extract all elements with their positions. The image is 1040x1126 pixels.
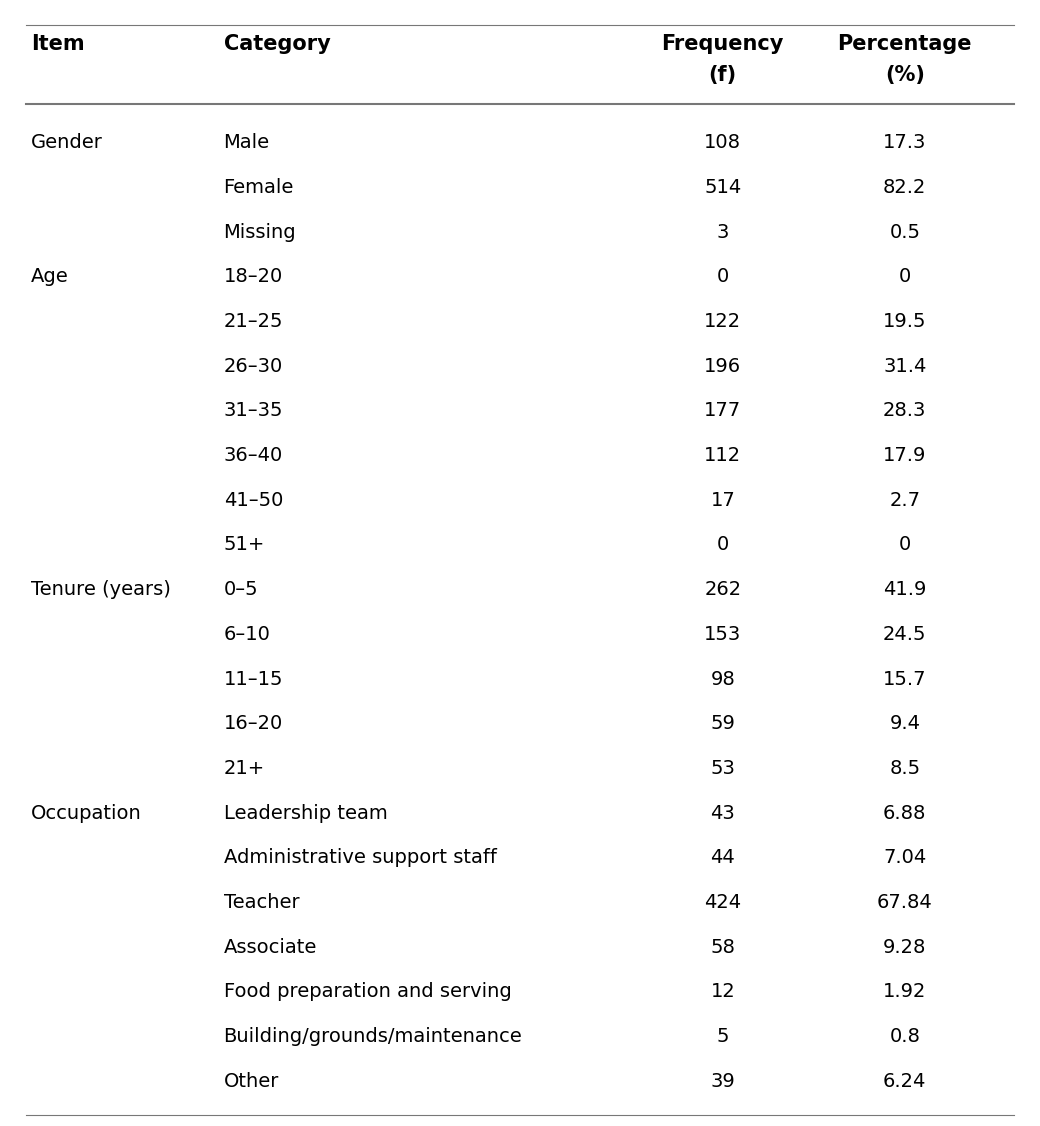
Text: 24.5: 24.5	[883, 625, 927, 644]
Text: 0.5: 0.5	[889, 223, 920, 242]
Text: 43: 43	[710, 804, 735, 823]
Text: 0: 0	[899, 536, 911, 554]
Text: 15.7: 15.7	[883, 670, 927, 688]
Text: 51+: 51+	[224, 536, 265, 554]
Text: Percentage: Percentage	[837, 34, 972, 54]
Text: 98: 98	[710, 670, 735, 688]
Text: (%): (%)	[885, 65, 925, 86]
Text: Frequency: Frequency	[661, 34, 784, 54]
Text: 0: 0	[899, 267, 911, 286]
Text: 112: 112	[704, 446, 742, 465]
Text: 17.9: 17.9	[883, 446, 927, 465]
Text: 0: 0	[717, 536, 729, 554]
Text: Female: Female	[224, 178, 294, 197]
Text: Leadership team: Leadership team	[224, 804, 387, 823]
Text: 196: 196	[704, 357, 742, 376]
Text: 17: 17	[710, 491, 735, 510]
Text: 6.88: 6.88	[883, 804, 927, 823]
Text: 39: 39	[710, 1072, 735, 1091]
Text: 19.5: 19.5	[883, 312, 927, 331]
Text: Administrative support staff: Administrative support staff	[224, 848, 496, 867]
Text: 9.4: 9.4	[889, 714, 920, 733]
Text: 514: 514	[704, 178, 742, 197]
Text: 21+: 21+	[224, 759, 265, 778]
Text: 177: 177	[704, 401, 742, 420]
Text: Item: Item	[31, 34, 85, 54]
Text: 262: 262	[704, 580, 742, 599]
Text: 17.3: 17.3	[883, 133, 927, 152]
Text: 0.8: 0.8	[889, 1027, 920, 1046]
Text: Building/grounds/maintenance: Building/grounds/maintenance	[224, 1027, 522, 1046]
Text: Tenure (years): Tenure (years)	[31, 580, 171, 599]
Text: 82.2: 82.2	[883, 178, 927, 197]
Text: 6.24: 6.24	[883, 1072, 927, 1091]
Text: 5: 5	[717, 1027, 729, 1046]
Text: Other: Other	[224, 1072, 279, 1091]
Text: Age: Age	[31, 267, 69, 286]
Text: 26–30: 26–30	[224, 357, 283, 376]
Text: 67.84: 67.84	[877, 893, 933, 912]
Text: 21–25: 21–25	[224, 312, 283, 331]
Text: 36–40: 36–40	[224, 446, 283, 465]
Text: Associate: Associate	[224, 938, 317, 957]
Text: 58: 58	[710, 938, 735, 957]
Text: 16–20: 16–20	[224, 714, 283, 733]
Text: 28.3: 28.3	[883, 401, 927, 420]
Text: Occupation: Occupation	[31, 804, 141, 823]
Text: 1.92: 1.92	[883, 982, 927, 1001]
Text: 31–35: 31–35	[224, 401, 283, 420]
Text: 424: 424	[704, 893, 742, 912]
Text: 6–10: 6–10	[224, 625, 270, 644]
Text: Gender: Gender	[31, 133, 103, 152]
Text: 59: 59	[710, 714, 735, 733]
Text: 153: 153	[704, 625, 742, 644]
Text: (f): (f)	[708, 65, 737, 86]
Text: 8.5: 8.5	[889, 759, 920, 778]
Text: 18–20: 18–20	[224, 267, 283, 286]
Text: 12: 12	[710, 982, 735, 1001]
Text: 108: 108	[704, 133, 742, 152]
Text: Male: Male	[224, 133, 269, 152]
Text: 9.28: 9.28	[883, 938, 927, 957]
Text: Food preparation and serving: Food preparation and serving	[224, 982, 512, 1001]
Text: 41.9: 41.9	[883, 580, 927, 599]
Text: 2.7: 2.7	[889, 491, 920, 510]
Text: 0: 0	[717, 267, 729, 286]
Text: Category: Category	[224, 34, 331, 54]
Text: 41–50: 41–50	[224, 491, 283, 510]
Text: 31.4: 31.4	[883, 357, 927, 376]
Text: Teacher: Teacher	[224, 893, 300, 912]
Text: 7.04: 7.04	[883, 848, 927, 867]
Text: 53: 53	[710, 759, 735, 778]
Text: 44: 44	[710, 848, 735, 867]
Text: 11–15: 11–15	[224, 670, 283, 688]
Text: 3: 3	[717, 223, 729, 242]
Text: 0–5: 0–5	[224, 580, 258, 599]
Text: 122: 122	[704, 312, 742, 331]
Text: Missing: Missing	[224, 223, 296, 242]
